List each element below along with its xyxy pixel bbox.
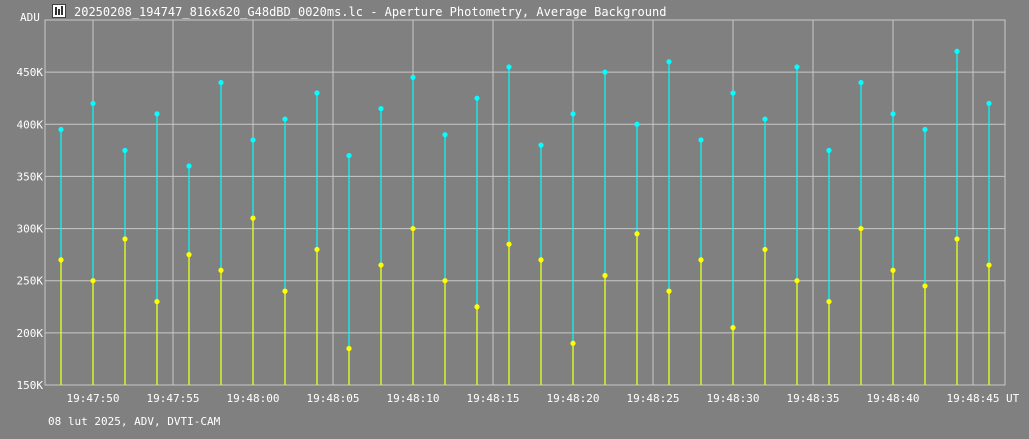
series-2-point: [442, 278, 448, 284]
series-2-point: [122, 236, 128, 242]
x-tick-label: 19:48:20: [547, 392, 600, 405]
x-tick-label: 19:48:00: [227, 392, 280, 405]
title-bar: 20250208_194747_816x620_G48dBD_0020ms.lc…: [0, 0, 1029, 24]
series-2-point: [634, 231, 640, 237]
y-tick-label: 400K: [17, 118, 44, 131]
x-tick-label: 19:48:10: [387, 392, 440, 405]
series-2-point: [282, 288, 288, 294]
series-2-point: [250, 215, 256, 221]
series-2-point: [666, 288, 672, 294]
x-tick-label: 19:48:05: [307, 392, 360, 405]
series-2-point: [826, 298, 832, 305]
series-2-point: [218, 267, 224, 273]
series-2-point: [730, 325, 736, 331]
series-1-point: [122, 147, 128, 153]
series-2-point: [186, 252, 192, 258]
series-2-point: [922, 283, 928, 289]
series-1-point: [314, 90, 320, 96]
y-axis-unit: ADU: [20, 11, 40, 24]
series-1-point: [58, 126, 64, 133]
series-1-point: [954, 48, 960, 54]
window-title: 20250208_194747_816x620_G48dBD_0020ms.lc…: [74, 5, 667, 19]
footer-info: 08 lut 2025, ADV, DVTI-CAM: [48, 415, 221, 428]
plot-frame: [44, 19, 1006, 386]
x-axis-unit: UT: [1006, 392, 1020, 405]
series-1-point: [250, 137, 256, 143]
x-tick-label: 19:48:35: [787, 392, 840, 405]
series-1-point: [570, 111, 576, 117]
y-tick-label: 300K: [17, 223, 44, 236]
series-1-point: [506, 64, 512, 70]
series-1-point: [90, 100, 96, 107]
series-2-point: [858, 225, 864, 232]
series-2-point: [698, 257, 704, 263]
series-1-point: [922, 126, 928, 133]
y-tick-label: 450K: [17, 66, 44, 79]
x-tick-label: 19:48:45: [947, 392, 1000, 405]
series-2-point: [538, 257, 544, 263]
series-2-point: [58, 257, 64, 263]
series-2-point: [410, 225, 416, 232]
x-tick-label: 19:48:40: [867, 392, 920, 405]
series-2-point: [314, 246, 320, 253]
series-1-point: [826, 147, 832, 153]
y-tick-label: 250K: [17, 275, 44, 288]
series-1-point: [890, 111, 896, 117]
series-1-point: [346, 152, 352, 159]
x-tick-label: 19:48:25: [627, 392, 680, 405]
light-curve-app-icon: [52, 4, 66, 18]
x-tick-label: 19:48:30: [707, 392, 760, 405]
series-1-point: [154, 111, 160, 117]
series-1-point: [474, 95, 480, 101]
series-2-point: [154, 298, 160, 305]
series-1-point: [762, 116, 768, 122]
series-1-point: [538, 142, 544, 148]
x-tick-label: 19:47:55: [147, 392, 200, 405]
y-tick-label: 200K: [17, 327, 44, 340]
series-1-point: [410, 74, 416, 80]
series-1-point: [186, 163, 192, 169]
series-2-point: [954, 236, 960, 242]
series-1-point: [218, 79, 224, 86]
series-1-point: [730, 90, 736, 96]
series-1-point: [858, 79, 864, 86]
series-1-point: [666, 59, 672, 65]
series-2-point: [506, 241, 512, 247]
y-tick-label: 350K: [17, 170, 44, 183]
x-tick-label: 19:48:15: [467, 392, 520, 405]
y-tick-label: 150K: [17, 379, 44, 392]
series-1-point: [378, 106, 384, 112]
series-1-point: [634, 121, 640, 127]
series-2-point: [986, 262, 992, 268]
series-2-point: [762, 246, 768, 253]
series-2-point: [378, 262, 384, 268]
series-2-point: [570, 340, 576, 346]
series-2-point: [474, 304, 480, 310]
series-1-point: [986, 100, 992, 107]
series-2-point: [602, 272, 608, 279]
series-1-point: [442, 132, 448, 138]
series-2-point: [346, 345, 352, 352]
series-2-point: [794, 278, 800, 284]
series-1-point: [602, 69, 608, 75]
x-tick-label: 19:47:50: [67, 392, 120, 405]
series-2-point: [890, 267, 896, 273]
series-2-point: [90, 278, 96, 284]
series-1-point: [282, 116, 288, 122]
series-1-point: [794, 64, 800, 70]
series-1-point: [698, 137, 704, 143]
